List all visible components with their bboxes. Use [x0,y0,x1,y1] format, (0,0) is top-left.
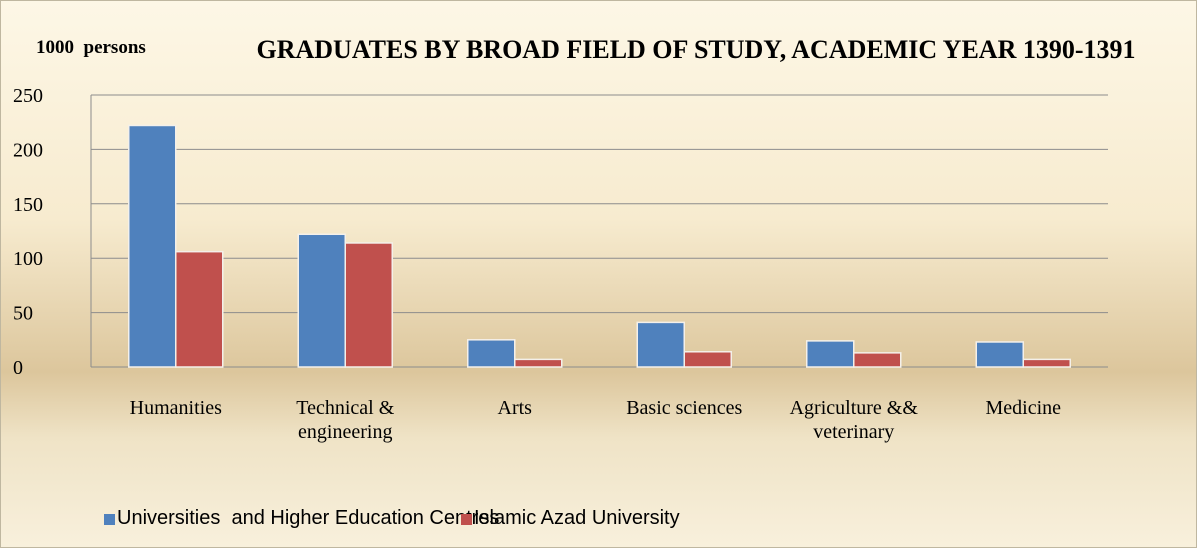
y-axis-label: 1000 persons [36,37,146,58]
legend-label: Universities and Higher Education Centre… [117,507,500,529]
bar [853,352,902,368]
bar [128,124,177,368]
bar [467,339,516,368]
bar [975,341,1024,368]
bar [514,358,563,368]
x-tick-label: Humanities [129,397,222,419]
y-tick-label: 0 [13,357,23,379]
x-tick-label: Agriculture && veterinary [789,397,918,443]
x-tick-label: Medicine [985,397,1062,419]
x-tick-label: Arts [497,397,532,419]
legend-label: Islamic Azad University [474,507,680,529]
bar [806,340,855,368]
legend-swatch [461,514,472,525]
y-tick-label: 200 [13,139,43,161]
bar [297,233,346,368]
y-tick-label: 50 [13,303,33,325]
legend-swatch [104,514,115,525]
y-tick-label: 150 [13,194,43,216]
bar [636,321,685,368]
y-tick-label: 100 [13,248,43,270]
bar [175,250,224,368]
y-tick-label: 250 [13,85,43,107]
bar [683,351,732,368]
chart-title: GRADUATES BY BROAD FIELD OF STUDY, ACADE… [256,35,1136,64]
bar [344,242,393,368]
bar [1022,358,1071,368]
x-tick-label: Technical & engineering [296,397,395,443]
x-tick-label: Basic sciences [626,397,743,419]
